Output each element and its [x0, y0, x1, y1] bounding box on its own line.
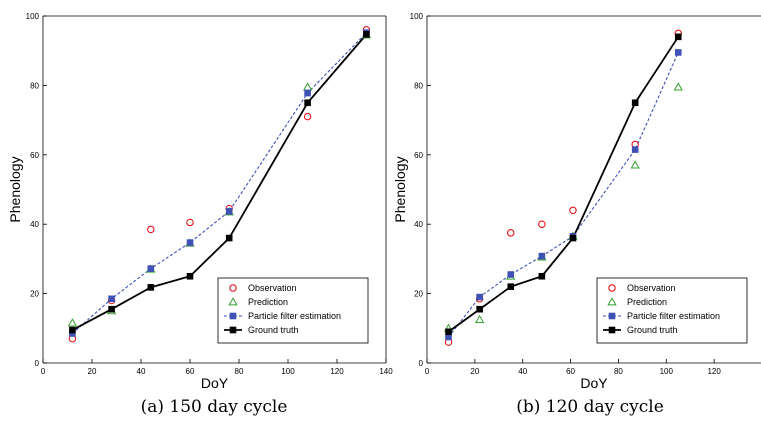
- x-tick-label: 120: [707, 367, 721, 376]
- x-tick-label: 120: [330, 367, 344, 376]
- data-point: [674, 33, 682, 41]
- data-point: [186, 272, 194, 280]
- y-tick-label: 0: [419, 359, 424, 368]
- x-tick-label: 40: [137, 367, 146, 376]
- data-point: [476, 305, 483, 313]
- chart-caption: (a) 150 day cycle: [141, 397, 288, 417]
- data-point: [108, 305, 115, 313]
- data-point: [69, 326, 76, 334]
- legend-marker: [228, 297, 238, 306]
- legend-box: [217, 277, 369, 344]
- legend-marker: [607, 297, 617, 306]
- legend-marker: [229, 284, 237, 292]
- x-tick-label: 0: [425, 367, 430, 376]
- legend-box: [596, 277, 748, 344]
- x-tick-label: 80: [235, 367, 244, 376]
- x-tick-label: 60: [186, 367, 195, 376]
- legend-marker: [608, 312, 616, 320]
- data-point: [476, 293, 483, 301]
- data-point: [304, 99, 311, 107]
- data-point: [538, 220, 546, 228]
- data-point: [507, 283, 515, 290]
- data-point: [303, 112, 312, 121]
- legend-label: Ground truth: [627, 325, 678, 335]
- data-point: [69, 330, 76, 337]
- legend-label: Observation: [627, 283, 676, 293]
- chart-150-day-cycle: 0 20 40 60 80 100 120 140 0 20 40 60 80 100 DoY Phenolo…: [7, 12, 393, 417]
- chart-120-day-cycle: 0 20 40 60 80 100 120 0 20 40 60 80 100 DoY Phenology O…: [392, 12, 761, 417]
- data-point: [673, 82, 683, 91]
- y-tick-label: 0: [35, 359, 40, 368]
- data-point: [631, 99, 639, 107]
- x-tick-label: 80: [614, 367, 623, 376]
- data-point: [186, 239, 194, 246]
- data-point: [674, 49, 682, 56]
- x-tick-label: 100: [281, 367, 295, 376]
- x-axis-title: DoY: [580, 375, 608, 391]
- data-point: [538, 252, 546, 260]
- y-tick-label: 80: [30, 81, 39, 90]
- x-tick-label: 140: [379, 367, 393, 376]
- legend-marker: [229, 312, 237, 320]
- data-point: [225, 234, 233, 242]
- y-tick-label: 40: [30, 220, 39, 229]
- legend-marker: [608, 284, 616, 292]
- legend-label: Ground truth: [248, 325, 299, 335]
- y-tick-label: 40: [414, 220, 423, 229]
- data-point: [147, 225, 155, 234]
- data-point: [147, 284, 155, 291]
- y-tick-label: 20: [30, 290, 39, 299]
- x-axis-title: DoY: [201, 375, 229, 391]
- data-point: [186, 218, 194, 227]
- data-point: [302, 82, 313, 91]
- y-tick-label: 60: [30, 151, 39, 160]
- data-point: [569, 206, 577, 215]
- data-point: [474, 314, 485, 323]
- legend-label: Particle filter estimation: [248, 311, 341, 321]
- data-point: [569, 234, 577, 242]
- x-tick-label: 100: [660, 367, 674, 376]
- x-tick-label: 20: [470, 367, 479, 376]
- legend-marker: [229, 326, 237, 334]
- y-tick-label: 80: [414, 81, 423, 90]
- legend-label: Prediction: [248, 297, 288, 307]
- chart-caption: (b) 120 day cycle: [516, 397, 664, 417]
- x-tick-label: 0: [41, 367, 46, 376]
- data-point: [631, 146, 639, 153]
- data-point: [538, 272, 546, 280]
- data-point: [67, 318, 78, 327]
- x-tick-label: 40: [518, 367, 527, 376]
- data-point: [507, 271, 515, 278]
- data-point: [363, 31, 370, 38]
- data-point: [304, 89, 311, 97]
- data-point: [630, 160, 640, 169]
- y-tick-label: 60: [414, 151, 423, 160]
- y-tick-label: 100: [26, 12, 40, 21]
- data-point: [225, 208, 233, 215]
- data-point: [108, 295, 115, 303]
- y-axis-title: Phenology: [392, 156, 408, 222]
- legend-label: Particle filter estimation: [627, 311, 720, 321]
- x-tick-label: 60: [566, 367, 575, 376]
- data-point: [507, 229, 515, 237]
- legend-label: Observation: [248, 283, 297, 293]
- data-point: [445, 328, 452, 336]
- legend-marker: [608, 326, 616, 334]
- data-point: [147, 265, 155, 272]
- y-tick-label: 20: [414, 290, 423, 299]
- legend-label: Prediction: [627, 297, 667, 307]
- x-tick-label: 20: [88, 367, 97, 376]
- y-tick-label: 100: [410, 12, 424, 21]
- data-point: [445, 333, 452, 341]
- y-axis-title: Phenology: [7, 156, 23, 222]
